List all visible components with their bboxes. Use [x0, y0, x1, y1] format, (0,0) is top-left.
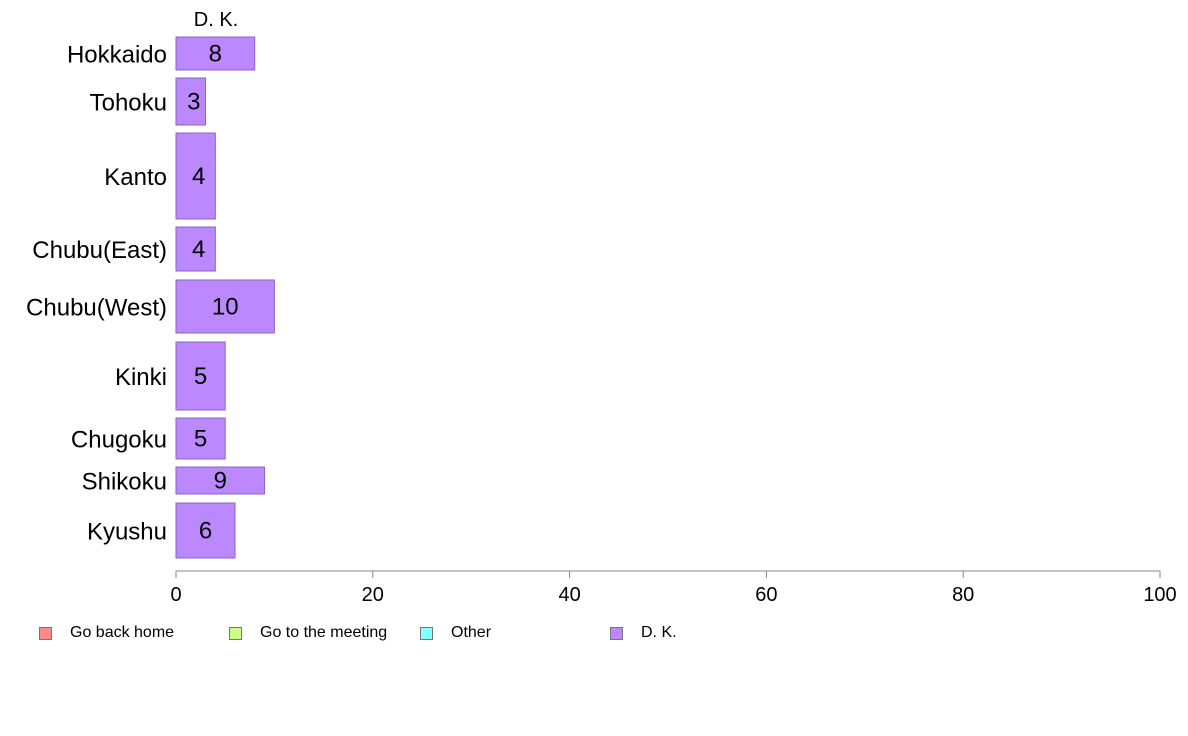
category-label: Chubu(East)	[32, 237, 167, 264]
bar-value-label: 10	[212, 294, 239, 321]
category-label: Chubu(West)	[26, 295, 167, 322]
bar-value-label: 8	[209, 41, 222, 68]
legend-label: Go to the meeting	[260, 624, 388, 641]
x-tick-label: 60	[755, 584, 777, 606]
bar-hokkaido	[175, 36, 256, 71]
legend-swatch	[39, 626, 52, 640]
legend-swatch	[610, 626, 623, 640]
legend-item-go-to-the-meeting: Go to the meeting	[229, 624, 387, 642]
bar-chubu-east	[175, 226, 216, 272]
x-tick-label: 100	[1143, 584, 1176, 606]
bar-shikoku	[175, 466, 266, 495]
legend: Go back home Go to the meeting Other D. …	[39, 624, 759, 644]
bars-layer: 8 Hokkaido 3 Tohoku 4 Kanto 4 Chubu(East) 10 Chub…	[26, 36, 275, 559]
bar-kinki	[175, 341, 226, 411]
legend-swatch	[420, 626, 433, 640]
bar-value-label: 9	[214, 468, 227, 495]
x-tick-label: 20	[362, 584, 384, 606]
legend-swatch	[229, 626, 242, 640]
category-label: Kanto	[104, 164, 167, 191]
x-tick-label: 0	[170, 584, 181, 606]
category-label: Kinki	[115, 364, 167, 391]
category-label: Hokkaido	[67, 42, 167, 69]
category-label: Tohoku	[90, 90, 167, 117]
category-label: Kyushu	[87, 519, 167, 546]
bar-value-label: 4	[192, 163, 205, 190]
x-tick-label: 40	[558, 584, 580, 606]
bar-value-label: 5	[194, 363, 207, 390]
bar-kanto	[175, 132, 216, 220]
x-tick-label: 80	[952, 584, 974, 606]
bar-chugoku	[175, 417, 226, 460]
bar-chubu-west	[175, 279, 275, 334]
category-label: Chugoku	[71, 427, 167, 454]
bar-value-label: 6	[199, 518, 212, 545]
column-header: D. K.	[194, 9, 238, 31]
legend-label: Other	[451, 624, 492, 641]
legend-label: D. K.	[641, 624, 677, 641]
legend-item-other: Other	[420, 624, 491, 642]
legend-item-go-back-home: Go back home	[39, 624, 174, 642]
legend-label: Go back home	[70, 624, 175, 641]
bar-value-label: 5	[194, 426, 207, 453]
x-axis-ticks: 0 20 40 60 80 100	[170, 571, 1177, 606]
legend-item-dk: D. K.	[610, 624, 677, 642]
category-label: Shikoku	[82, 469, 167, 496]
bar-value-label: 4	[192, 236, 205, 263]
bar-kyushu	[175, 502, 236, 559]
bar-tohoku	[175, 77, 207, 126]
bar-value-label: 3	[187, 89, 200, 116]
